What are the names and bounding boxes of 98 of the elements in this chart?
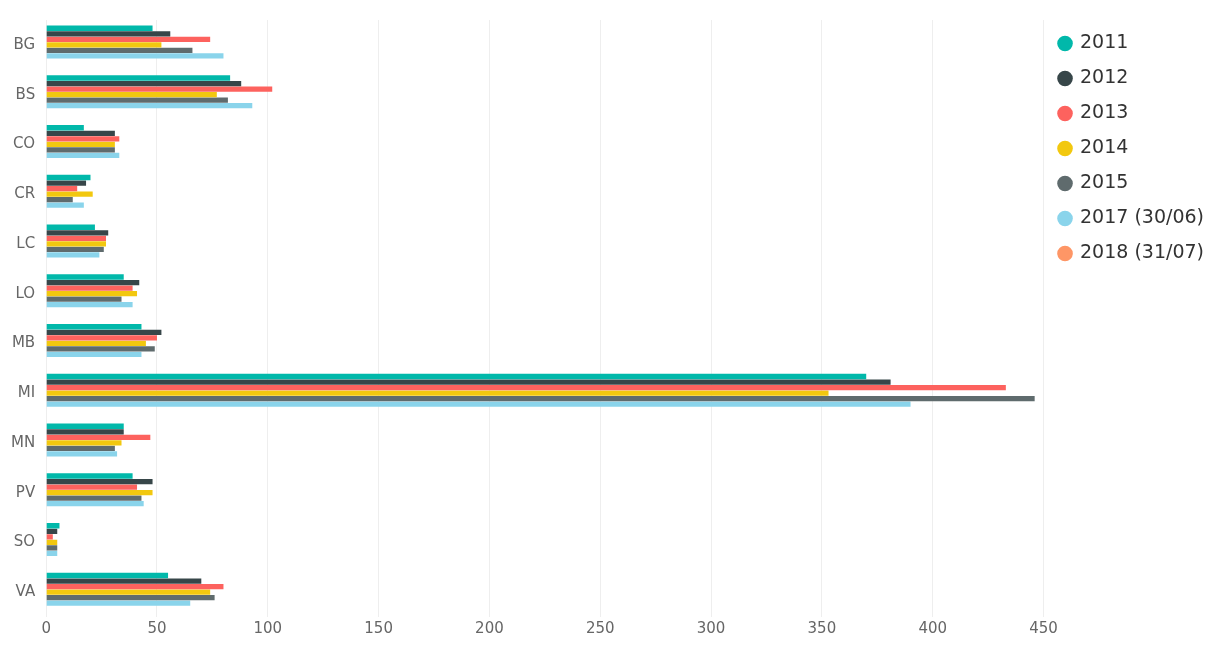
legend-label: 2013	[1080, 100, 1129, 123]
bar	[46, 103, 253, 109]
bar	[46, 324, 142, 330]
bar	[46, 351, 142, 358]
bar	[46, 595, 215, 601]
bar	[46, 36, 211, 42]
bar	[46, 401, 911, 407]
bar	[46, 501, 144, 507]
bar	[46, 434, 151, 440]
bar	[46, 484, 138, 490]
bar	[46, 252, 100, 258]
bar	[46, 583, 224, 590]
bar	[46, 390, 829, 396]
bar	[46, 31, 171, 37]
x-tick-label: 450	[1029, 618, 1058, 637]
x-tick-label: 250	[585, 618, 615, 637]
bar	[46, 285, 133, 291]
bar	[46, 578, 202, 584]
bar	[46, 296, 122, 302]
y-tick-label: PV	[15, 482, 36, 501]
bar	[46, 384, 1006, 391]
bar	[46, 600, 191, 606]
bar	[46, 329, 162, 335]
bar	[46, 545, 58, 551]
x-tick-label: 200	[475, 618, 504, 637]
x-tick-label: 300	[696, 618, 726, 637]
bar	[46, 147, 115, 153]
bar	[46, 197, 73, 203]
x-tick-label: 400	[918, 618, 948, 637]
bar	[46, 335, 157, 341]
x-tick-label: 100	[253, 618, 283, 637]
bar	[46, 279, 140, 286]
y-tick-label: BS	[15, 84, 36, 103]
bar	[46, 346, 155, 352]
y-tick-label: LC	[16, 233, 36, 252]
bar	[46, 47, 193, 54]
y-tick-label: MI	[17, 383, 36, 402]
bar	[46, 274, 124, 280]
bar	[46, 75, 231, 81]
y-tick-label: MB	[11, 333, 36, 352]
bar	[46, 429, 124, 435]
y-tick-label: CO	[12, 134, 36, 153]
bar	[46, 534, 53, 540]
bar	[46, 97, 228, 103]
bar	[46, 136, 120, 142]
bar	[46, 53, 224, 59]
bar	[46, 478, 153, 485]
legend-label: 2018 (31/07)	[1080, 240, 1205, 263]
bar	[46, 589, 211, 595]
x-tick-label: 350	[807, 618, 837, 637]
bar	[46, 185, 78, 192]
legend-label: 2011	[1080, 30, 1129, 53]
bar	[46, 451, 118, 457]
bar	[46, 440, 122, 446]
x-tick-label: 50	[147, 618, 167, 637]
bar	[46, 495, 142, 501]
bar	[46, 25, 153, 31]
legend-label: 2012	[1080, 65, 1129, 88]
bar	[46, 202, 84, 208]
bar	[46, 91, 217, 98]
bar	[46, 86, 273, 92]
bar	[46, 423, 124, 429]
legend-label: 2015	[1080, 170, 1129, 193]
bar	[46, 235, 106, 241]
bar	[46, 373, 867, 380]
bar	[46, 224, 95, 230]
bar	[46, 180, 87, 186]
bar	[46, 130, 115, 136]
bar	[46, 473, 133, 479]
y-tick-label: BG	[13, 34, 36, 53]
y-tick-label: LO	[15, 283, 36, 302]
x-tick-label: 150	[364, 618, 393, 637]
bar	[46, 246, 104, 253]
bar	[46, 302, 133, 308]
bar	[46, 42, 162, 48]
bar	[46, 141, 115, 148]
y-tick-label: CR	[14, 184, 36, 203]
x-tick-label: 0	[41, 618, 51, 637]
bar	[46, 445, 115, 452]
bar	[46, 191, 93, 197]
bar	[46, 125, 84, 131]
bar	[46, 572, 169, 579]
bar	[46, 489, 153, 496]
y-tick-label: SO	[13, 532, 36, 551]
legend-label: 2014	[1080, 135, 1129, 158]
bar	[46, 340, 146, 347]
bar	[46, 174, 91, 181]
bar	[46, 241, 106, 247]
bar	[46, 379, 891, 385]
y-tick-label: VA	[15, 582, 36, 601]
bar	[46, 396, 1035, 402]
bar	[46, 80, 242, 87]
bar	[46, 230, 109, 236]
bar	[46, 152, 120, 159]
bar	[46, 290, 138, 297]
bar	[46, 523, 60, 529]
legend-label: 2017 (30/06)	[1080, 205, 1205, 228]
y-tick-label: MN	[10, 432, 36, 451]
